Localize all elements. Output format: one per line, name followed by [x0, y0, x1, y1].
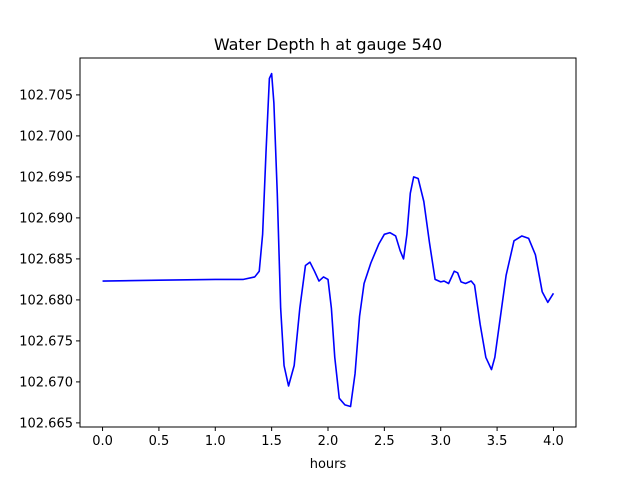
y-tick-label: 102.700: [19, 129, 73, 144]
y-tick-label: 102.690: [19, 211, 73, 226]
x-tick-label: 1.0: [205, 434, 226, 449]
x-tick-label: 2.0: [318, 434, 339, 449]
x-tick-label: 3.5: [487, 434, 508, 449]
plot-area: [79, 57, 577, 428]
x-axis-label: hours: [310, 457, 347, 472]
y-tick-label: 102.695: [19, 170, 73, 185]
y-tick-label: 102.680: [19, 293, 73, 308]
x-tick-label: 0.0: [92, 434, 113, 449]
x-tick-label: 4.0: [543, 434, 564, 449]
axes-background: [80, 58, 576, 427]
series-line-0: [102, 72, 555, 408]
x-tick-label: 1.5: [261, 434, 282, 449]
y-axis: 102.665 102.670 102.675 102.680 102.685 102.6…: [19, 88, 80, 431]
y-tick-label: 102.665: [19, 416, 73, 431]
y-tick-label: 102.670: [19, 375, 73, 390]
y-tick-label: 102.685: [19, 252, 73, 267]
x-tick-label: 2.5: [374, 434, 395, 449]
chart-title: Water Depth h at gauge 540: [214, 35, 442, 54]
x-tick-label: 0.5: [149, 434, 170, 449]
x-tick-label: 3.0: [430, 434, 451, 449]
x-axis: 0.0 0.5 1.0 1.5 2.0 2.5 3.0 3.5 4.0: [92, 427, 564, 449]
y-tick-label: 102.675: [19, 334, 73, 349]
y-tick-label: 102.705: [19, 88, 73, 103]
